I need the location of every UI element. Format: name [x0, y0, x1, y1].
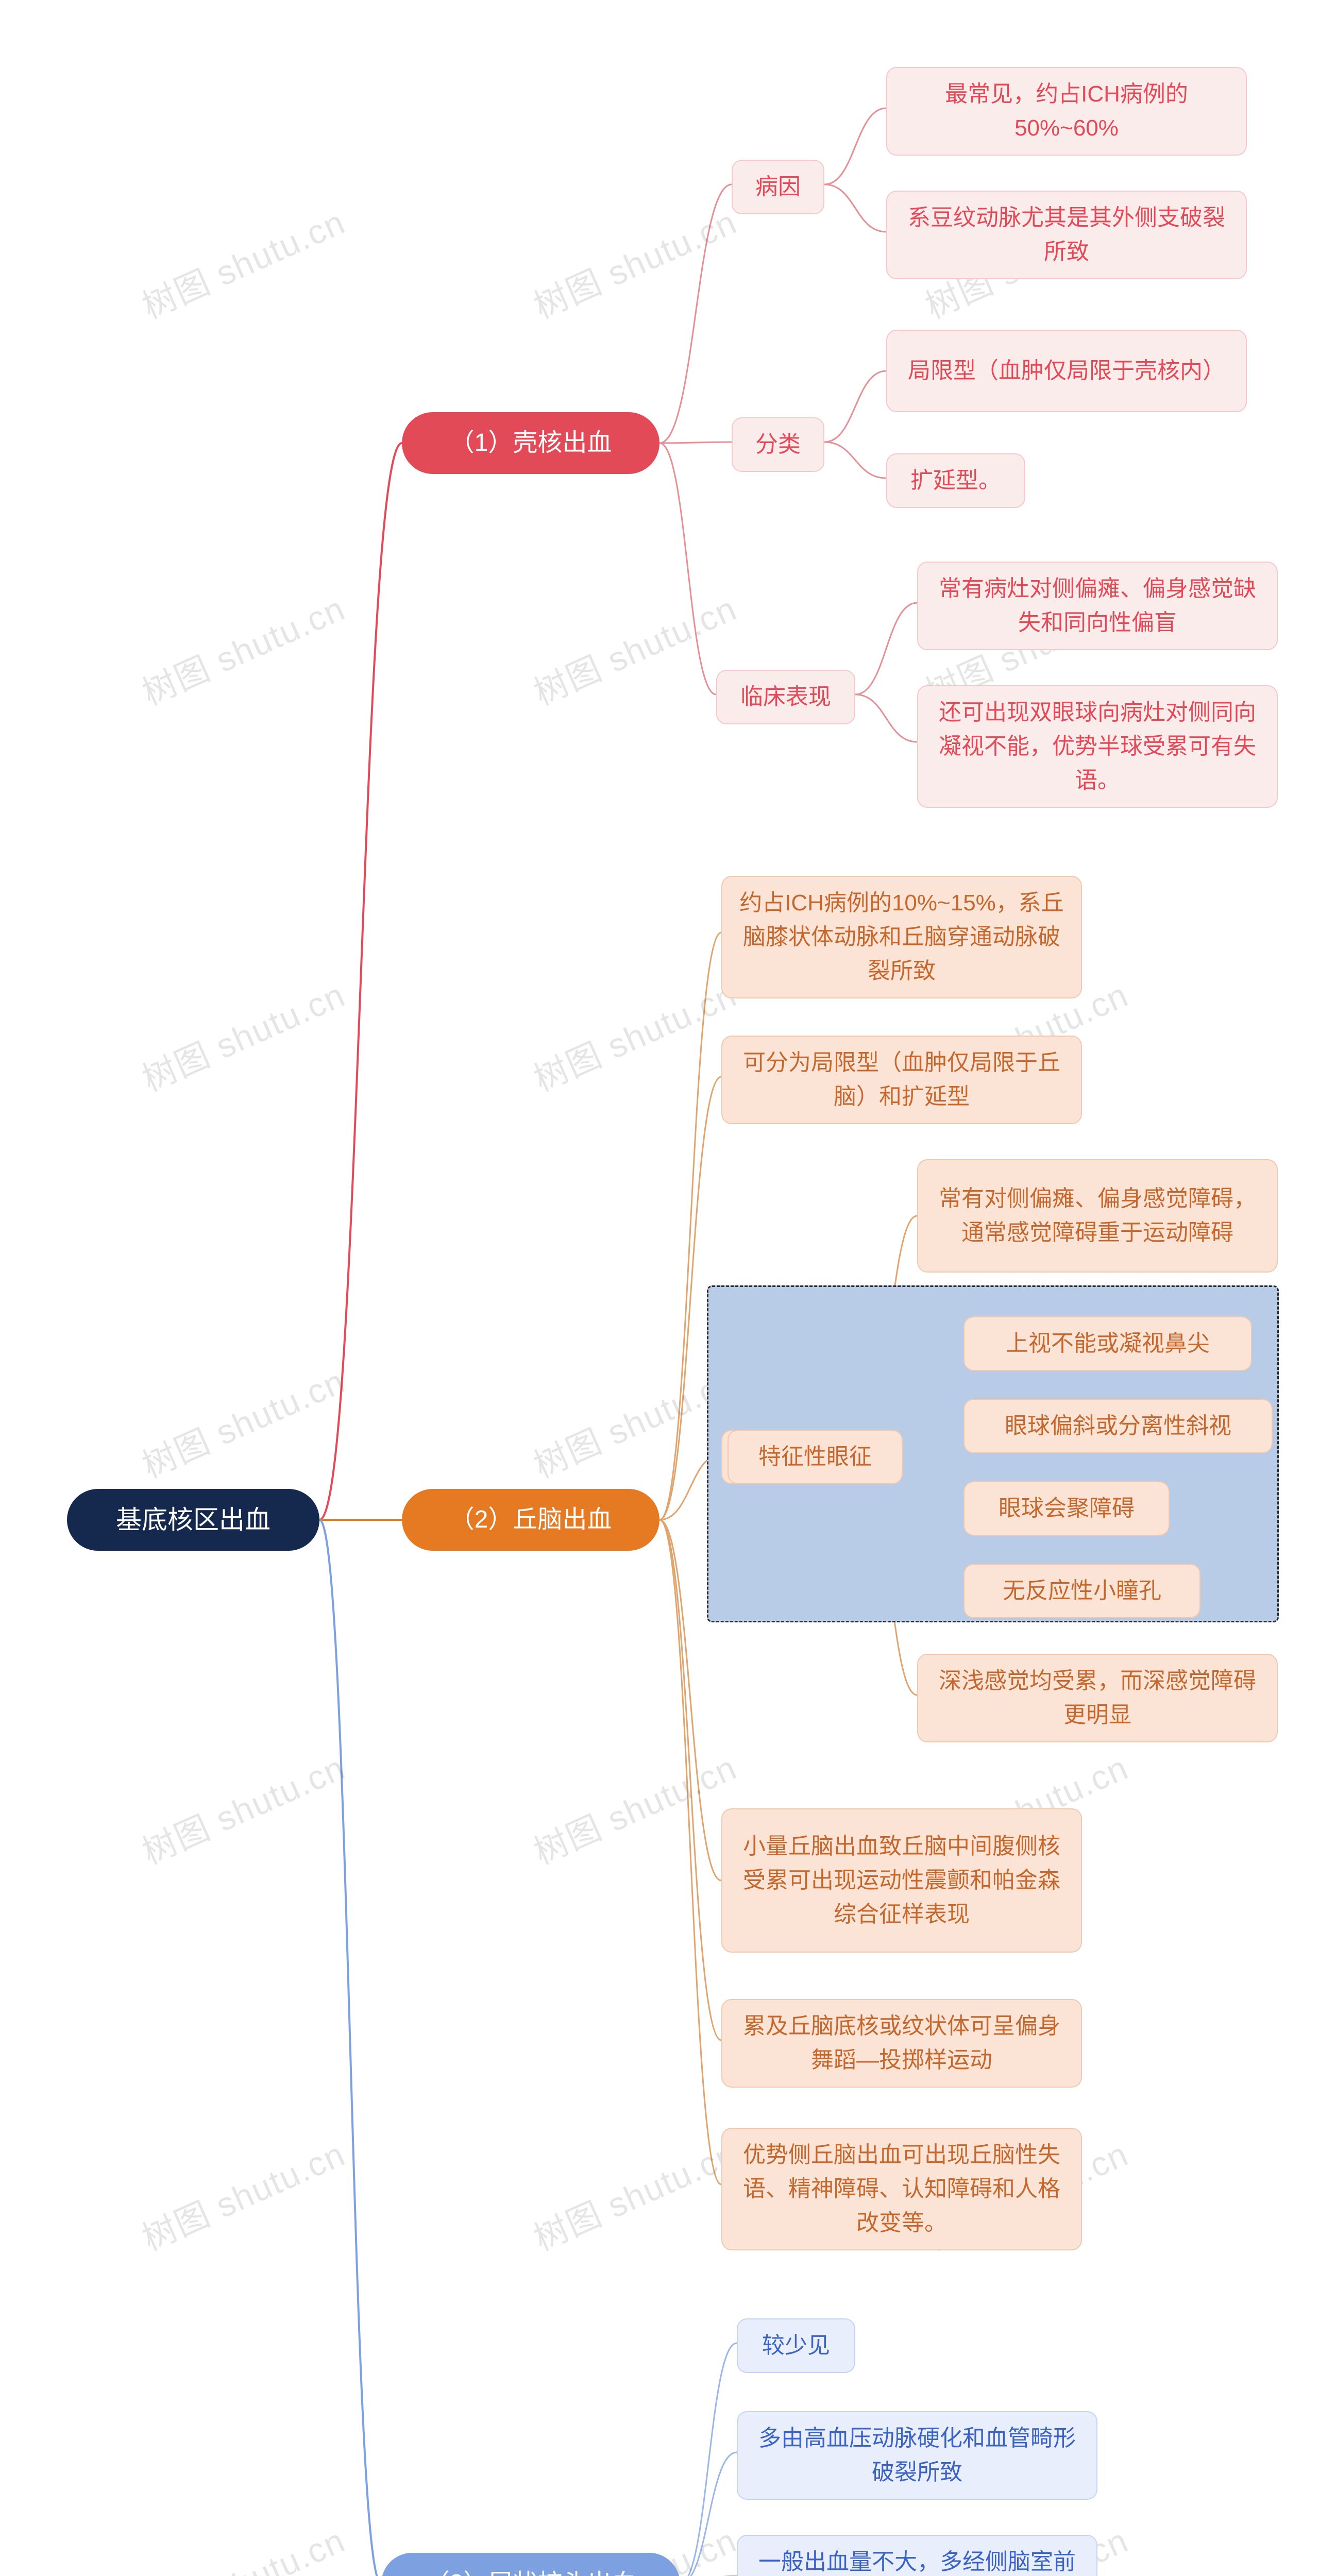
edge: [824, 371, 886, 442]
watermark: 树图 shutu.cn: [525, 1740, 743, 1874]
node-b2[interactable]: （2）丘脑出血: [402, 1489, 660, 1551]
edge: [319, 443, 402, 1520]
edge: [680, 2343, 737, 2576]
node-b1_c2_1[interactable]: 局限型（血肿仅局限于壳核内）: [886, 330, 1247, 412]
node-b1_c3[interactable]: 临床表现: [716, 670, 855, 724]
node-b2_3_2[interactable]: 特征性眼征: [728, 1430, 903, 1484]
edge: [660, 184, 732, 443]
watermark: 树图 shutu.cn: [133, 968, 352, 1101]
node-b2_3_2c[interactable]: 眼球会聚障碍: [963, 1481, 1170, 1536]
node-b3_2[interactable]: 多由高血压动脉硬化和血管畸形破裂所致: [737, 2411, 1097, 2500]
watermark: 树图 shutu.cn: [133, 195, 352, 328]
edge: [824, 184, 886, 232]
edge: [319, 1520, 381, 2576]
node-b3_1[interactable]: 较少见: [737, 2318, 855, 2373]
watermark: 树图 shutu.cn: [525, 195, 743, 328]
edge: [660, 443, 716, 694]
mindmap-canvas: 树图 shutu.cn 树图 shutu.cn 树图 shutu.cn 树图 shut…: [0, 0, 1319, 2576]
node-b3[interactable]: （3）尾状核头出血: [381, 2553, 680, 2576]
node-b2_3_2b[interactable]: 眼球偏斜或分离性斜视: [963, 1399, 1273, 1453]
node-b1_c2[interactable]: 分类: [732, 417, 824, 472]
node-b3_3[interactable]: 一般出血量不大，多经侧脑室前角破入脑室: [737, 2535, 1097, 2576]
node-b2_3_2a[interactable]: 上视不能或凝视鼻尖: [963, 1316, 1252, 1371]
watermark: 树图 shutu.cn: [133, 1740, 352, 1874]
node-b1_c1_1[interactable]: 最常见，约占ICH病例的50%~60%: [886, 67, 1247, 156]
watermark: 树图 shutu.cn: [525, 2127, 743, 2260]
node-b2_5[interactable]: 累及丘脑底核或纹状体可呈偏身舞蹈—投掷样运动: [721, 1999, 1082, 2088]
node-b1_c3_2[interactable]: 还可出现双眼球向病灶对侧同向凝视不能，优势半球受累可有失语。: [917, 685, 1278, 808]
node-b2_3_3[interactable]: 深浅感觉均受累，而深感觉障碍更明显: [917, 1654, 1278, 1742]
node-b2_6[interactable]: 优势侧丘脑出血可出现丘脑性失语、精神障碍、认知障碍和人格改变等。: [721, 2128, 1082, 2250]
watermark: 树图 shutu.cn: [133, 581, 352, 715]
edge: [660, 442, 732, 443]
node-b1_c1[interactable]: 病因: [732, 160, 824, 214]
node-b2_4[interactable]: 小量丘脑出血致丘脑中间腹侧核受累可出现运动性震颤和帕金森综合征样表现: [721, 1808, 1082, 1953]
node-b2_1[interactable]: 约占ICH病例的10%~15%，系丘脑膝状体动脉和丘脑穿通动脉破裂所致: [721, 876, 1082, 998]
node-b1[interactable]: （1）壳核出血: [402, 412, 660, 474]
edge: [824, 442, 886, 478]
node-b2_3_2d[interactable]: 无反应性小瞳孔: [963, 1564, 1200, 1618]
watermark: 树图 shutu.cn: [133, 2127, 352, 2260]
node-b1_c2_2[interactable]: 扩延型。: [886, 453, 1025, 508]
edge: [680, 2452, 737, 2576]
watermark: 树图 shutu.cn: [133, 1354, 352, 1487]
edge: [824, 108, 886, 184]
edge: [855, 603, 917, 694]
node-root[interactable]: 基底核区出血: [67, 1489, 319, 1551]
watermark: 树图 shutu.cn: [525, 581, 743, 715]
node-b2_3_1[interactable]: 常有对侧偏瘫、偏身感觉障碍，通常感觉障碍重于运动障碍: [917, 1159, 1278, 1273]
edge: [855, 694, 917, 742]
node-b1_c1_2[interactable]: 系豆纹动脉尤其是其外侧支破裂所致: [886, 191, 1247, 279]
watermark: 树图 shutu.cn: [133, 2513, 352, 2576]
node-b1_c3_1[interactable]: 常有病灶对侧偏瘫、偏身感觉缺失和同向性偏盲: [917, 562, 1278, 650]
node-b2_2[interactable]: 可分为局限型（血肿仅局限于丘脑）和扩延型: [721, 1036, 1082, 1124]
watermark: 树图 shutu.cn: [525, 968, 743, 1101]
